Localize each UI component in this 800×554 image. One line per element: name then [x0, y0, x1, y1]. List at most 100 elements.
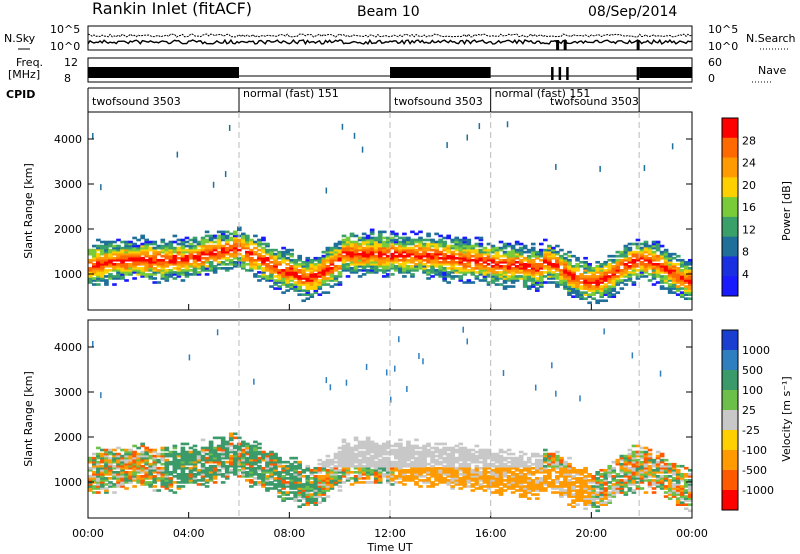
data-cell	[241, 240, 246, 244]
data-cell	[559, 495, 564, 498]
data-cell	[603, 265, 609, 268]
data-cell	[96, 277, 101, 280]
data-cell	[502, 269, 508, 272]
data-cell	[160, 473, 166, 476]
data-cell	[627, 481, 633, 484]
data-cell	[410, 269, 415, 272]
data-cell	[188, 256, 194, 260]
data-cell	[369, 254, 375, 258]
data-cell	[353, 436, 359, 440]
data-cell	[373, 262, 379, 266]
data-cell	[559, 462, 564, 466]
data-cell	[559, 254, 564, 258]
data-cell	[442, 479, 447, 482]
data-cell	[651, 491, 657, 494]
data-cell	[128, 252, 133, 256]
data-cell	[365, 256, 371, 260]
data-cell	[96, 464, 101, 468]
data-cell	[200, 260, 206, 264]
data-cell	[212, 436, 218, 440]
data-cell	[160, 458, 166, 462]
data-cell	[253, 444, 258, 448]
data-cell	[414, 240, 419, 244]
data-cell	[385, 250, 391, 254]
data-cell	[297, 269, 303, 272]
data-cell	[462, 240, 468, 244]
data-cell	[434, 265, 439, 268]
data-cell	[647, 475, 653, 478]
data-cell	[216, 236, 222, 240]
data-cell	[647, 460, 653, 464]
data-cell	[333, 475, 339, 478]
data-cell	[377, 468, 383, 472]
power-ylabel: Slant Range [km]	[22, 163, 35, 259]
data-cell	[514, 479, 520, 482]
data-cell	[402, 236, 407, 240]
data-cell	[667, 283, 673, 286]
data-cell	[96, 473, 101, 476]
data-cell	[281, 460, 286, 464]
data-cell	[462, 485, 468, 488]
data-cell	[555, 466, 560, 470]
data-cell	[671, 468, 677, 472]
data-cell	[422, 450, 427, 454]
data-cell	[301, 475, 307, 478]
data-cell	[321, 269, 327, 272]
data-cell	[563, 287, 568, 290]
data-cell	[305, 275, 311, 278]
data-cell	[639, 254, 645, 258]
data-cell	[547, 456, 552, 460]
data-cell	[377, 454, 383, 458]
data-cell	[281, 271, 286, 274]
data-cell	[100, 458, 105, 462]
data-cell	[305, 297, 311, 301]
data-cell	[623, 256, 629, 260]
data-cell	[454, 475, 460, 478]
data-cell	[659, 458, 665, 462]
data-cell	[567, 262, 572, 266]
data-cell	[583, 279, 588, 282]
data-cell	[466, 466, 472, 470]
data-cell	[124, 481, 129, 484]
data-cell	[675, 479, 681, 482]
data-cell	[144, 446, 149, 450]
data-cell	[543, 489, 548, 492]
data-cell	[663, 281, 669, 284]
data-cell	[418, 238, 423, 242]
data-cell	[430, 454, 435, 458]
data-cell	[418, 244, 423, 248]
data-cell	[390, 460, 395, 464]
data-cell	[627, 271, 633, 274]
data-cell	[538, 273, 544, 276]
data-cell	[140, 464, 145, 468]
data-cell	[667, 265, 673, 268]
data-cell	[313, 262, 319, 266]
data-cell	[192, 454, 198, 458]
data-cell	[611, 479, 617, 482]
data-cell	[599, 271, 605, 274]
data-cell	[140, 483, 145, 486]
data-cell	[462, 473, 468, 476]
data-cell	[333, 464, 339, 468]
data-cell	[357, 260, 363, 264]
sparse-echo	[329, 384, 332, 391]
data-cell	[599, 503, 605, 506]
data-cell	[373, 456, 379, 460]
data-cell	[112, 277, 117, 280]
data-cell	[160, 258, 166, 262]
data-cell	[120, 485, 125, 488]
data-cell	[567, 271, 572, 274]
data-cell	[168, 242, 174, 246]
data-cell	[317, 265, 323, 268]
data-cell	[269, 458, 274, 462]
data-cell	[559, 460, 564, 464]
data-cell	[563, 460, 568, 464]
data-cell	[132, 485, 137, 488]
data-cell	[381, 466, 387, 470]
data-cell	[329, 248, 335, 252]
data-cell	[88, 252, 93, 256]
data-cell	[265, 265, 270, 268]
data-cell	[108, 464, 113, 468]
data-cell	[643, 475, 649, 478]
